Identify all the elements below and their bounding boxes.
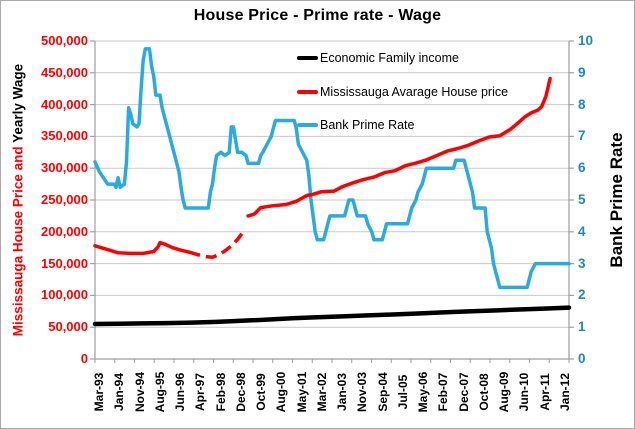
legend-item: Economic Family income [297,51,459,65]
series-line [93,240,192,256]
y-left-tick-label: 0 [80,351,88,366]
y-left-tick-label: 400,000 [41,96,88,112]
x-tick-label: Aug-09 [497,371,512,413]
y-right-tick-label: 9 [578,64,586,80]
y-right-tick-label: 0 [578,351,586,366]
x-tick-label: Jan-03 [335,372,350,412]
y-left-tick-label: 450,000 [41,64,88,80]
x-tick-label: Dec-07 [456,372,471,412]
y-left-tick-label: 50,000 [48,319,88,335]
y-left-tick-label: 200,000 [41,223,88,239]
y-left-tick-label: 150,000 [41,255,88,271]
y-right-tick-label: 7 [578,128,586,144]
legend-item: Bank Prime Rate [297,118,414,132]
y-left-tick-label: 250,000 [41,192,88,207]
y-right-tick-label: 3 [578,255,586,271]
x-tick-label: Jan-94 [112,372,127,412]
legend-swatch [297,123,318,127]
legend-label: Economic Family income [320,51,459,65]
x-tick-label: Mar-93 [92,372,106,412]
x-tick-label: Oct-08 [476,373,491,411]
x-tick-label: Mar-02 [314,372,329,412]
y-right-tick-label: 8 [578,96,586,112]
legend-swatch [297,56,318,60]
x-tick-label: Aug-00 [274,371,289,413]
legend-label: Bank Prime Rate [320,118,415,132]
x-tick-label: Nov-94 [132,371,147,413]
x-tick-label: Apr-97 [193,372,208,412]
legend-item: Mississauga Avarage House price [297,85,508,99]
y-left-tick-label: 100,000 [41,287,88,303]
x-tick-label: Jan-12 [558,372,572,412]
y-right-tick-label: 1 [578,319,586,335]
y-right-tick-label: 6 [578,160,586,176]
chart-title: House Price - Prime rate - Wage [193,7,442,24]
x-tick-label: Jun-96 [173,372,188,412]
x-tick-label: May-06 [416,371,431,413]
legend-swatch [297,89,318,94]
x-tick-label: Jun-10 [517,372,532,412]
x-tick-label: Sep-04 [375,372,390,412]
y-right-tick-label: 4 [578,223,586,239]
x-tick-label: Aug-95 [152,371,167,413]
x-tick-label: Feb-07 [436,372,451,412]
y-left-tick-label: 350,000 [41,128,88,144]
series-line [93,47,571,290]
x-tick-label: May-01 [294,371,309,413]
series-line [188,232,244,259]
y-left-tick-label: 500,000 [41,33,88,48]
x-tick-label: Dec-98 [233,372,248,412]
series-line [92,305,572,327]
x-tick-label: Jul-05 [395,374,410,410]
x-tick-label: Oct-99 [254,373,269,411]
y-right-tick-label: 5 [578,192,586,207]
y-axis-right-title: Bank Prime Rate [607,132,626,268]
y-left-tick-label: 300,000 [41,160,88,176]
x-tick-label: Nov-03 [355,371,370,413]
series-line [246,76,552,218]
legend-label: Mississauga Avarage House price [320,84,509,99]
y-right-tick-label: 10 [578,33,594,48]
x-tick-label: Apr-11 [537,373,552,411]
x-tick-label: Feb-98 [213,372,228,412]
y-right-tick-label: 2 [578,287,586,303]
